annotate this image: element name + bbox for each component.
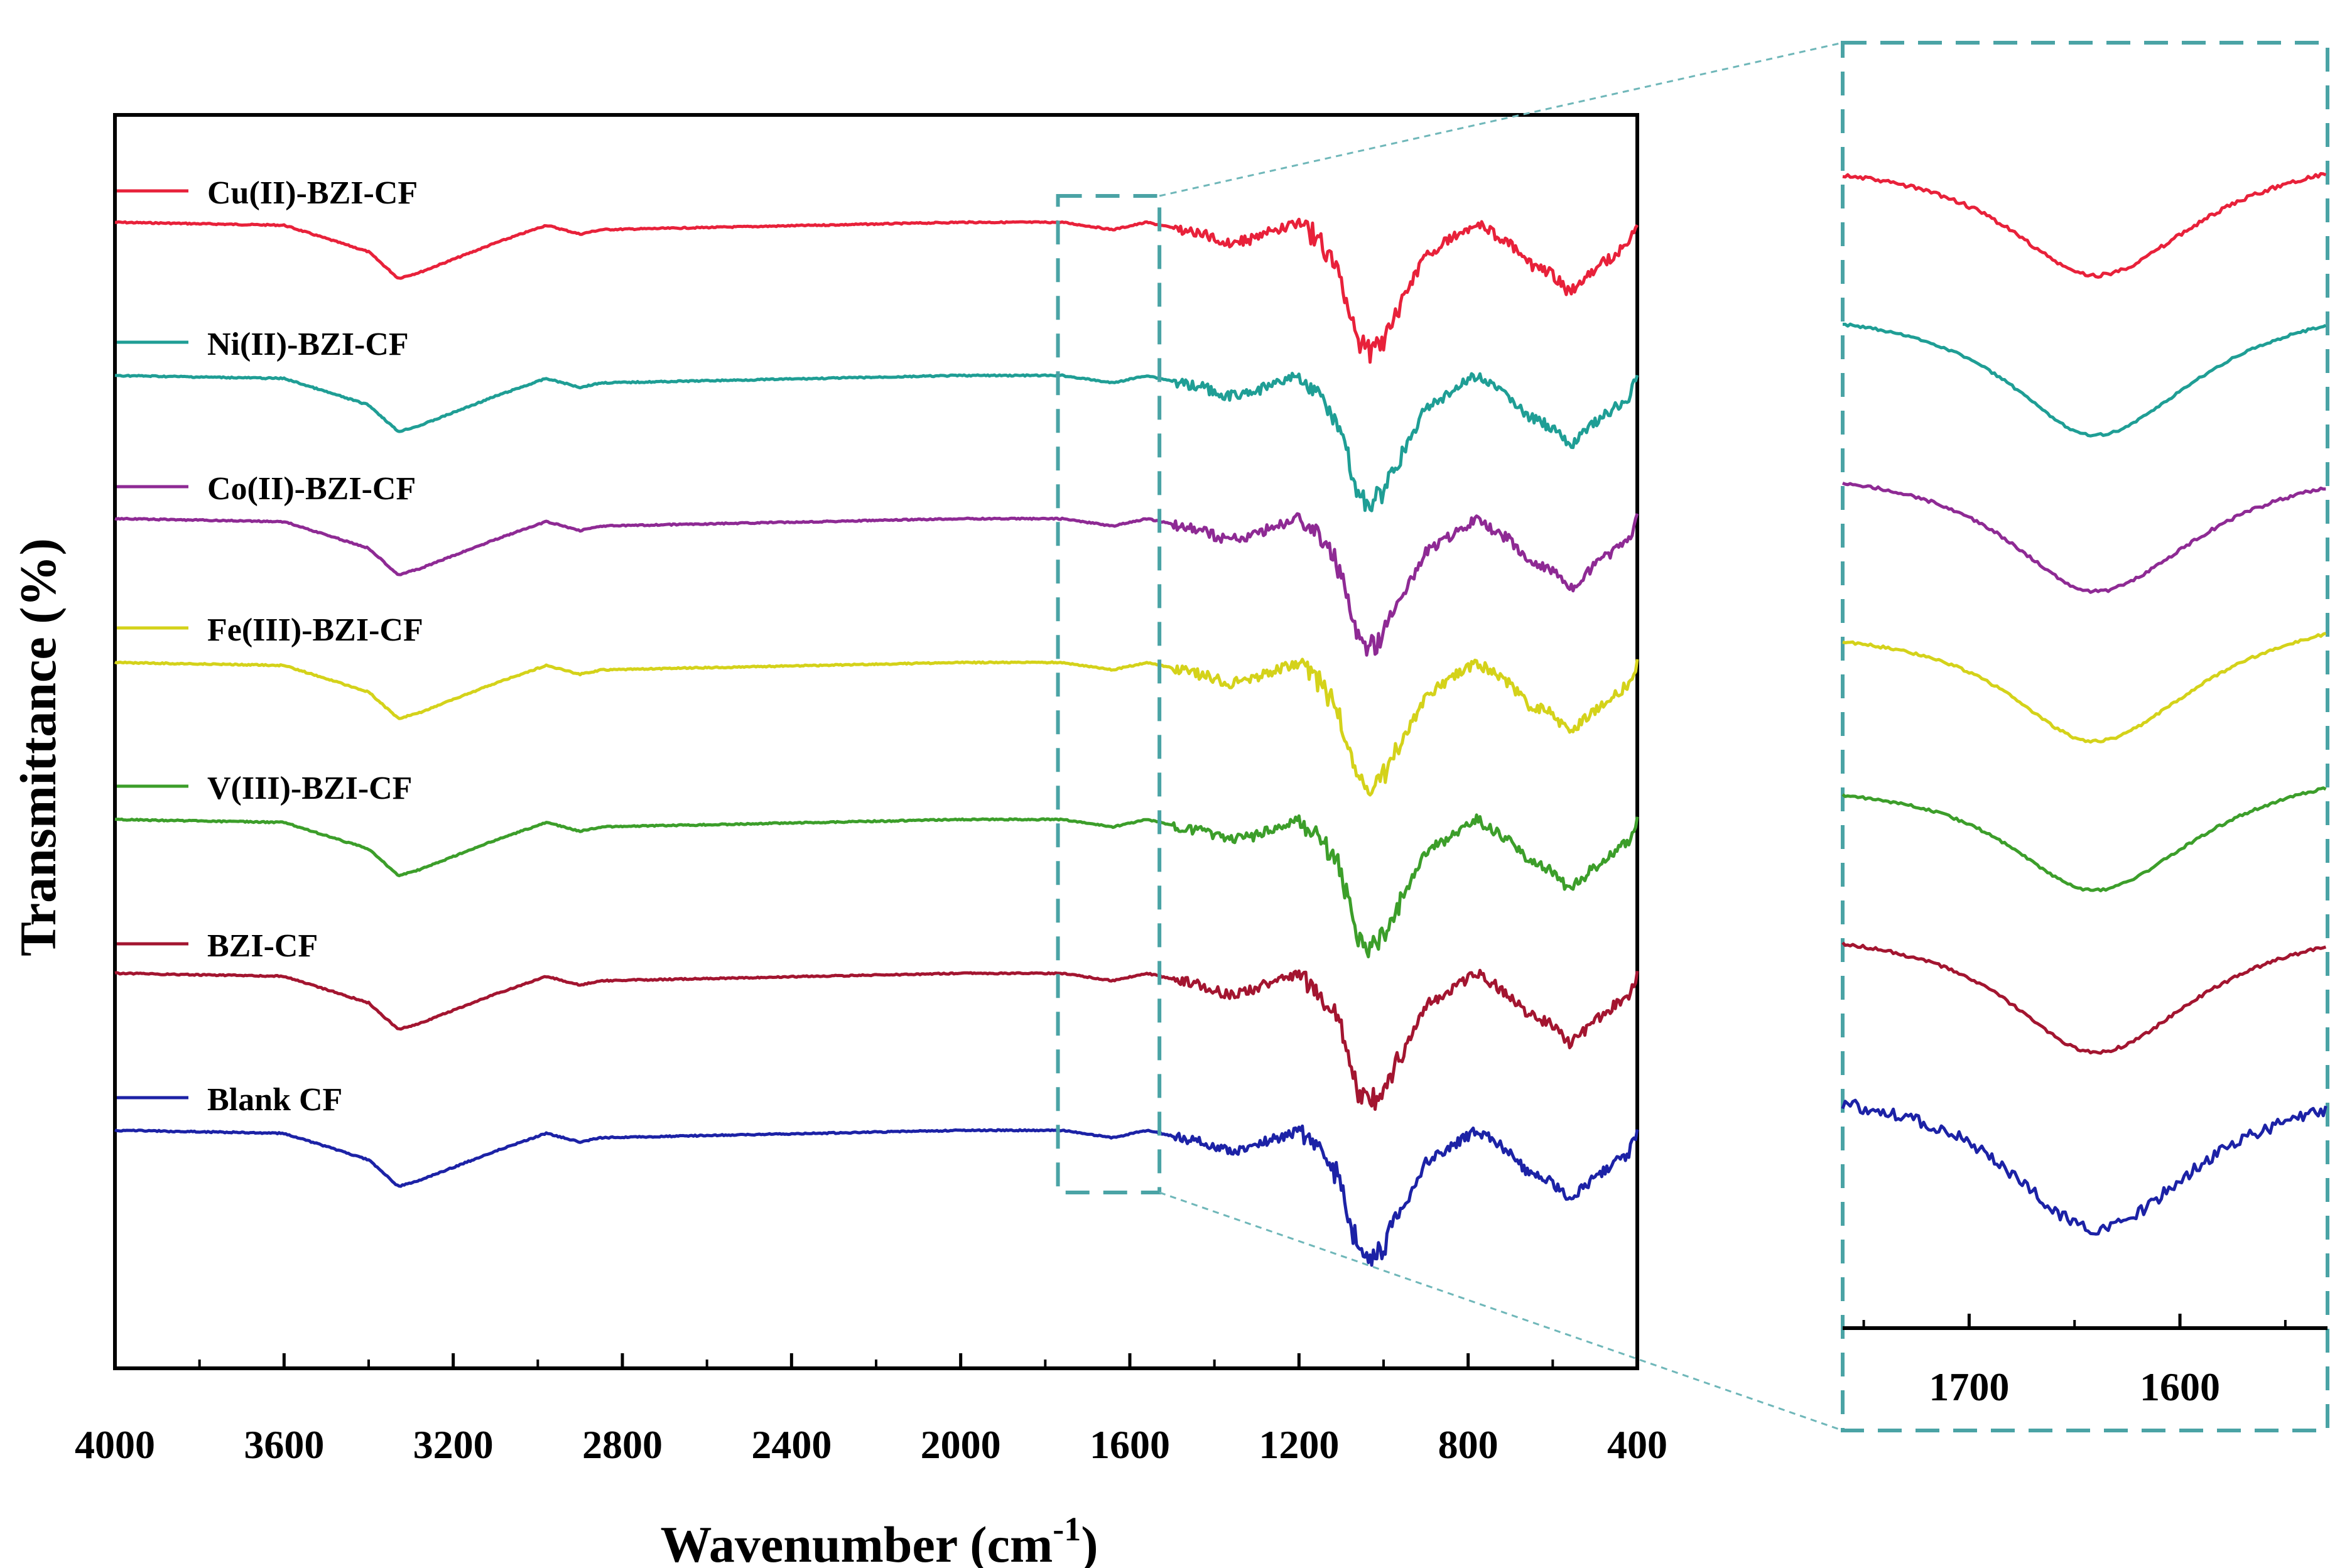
series-line <box>114 813 1639 959</box>
inset-series-line <box>1842 172 2327 279</box>
zoom-connector-bottom <box>1159 1191 1843 1432</box>
legend-label: Blank CF <box>207 1082 342 1118</box>
inset-series-line <box>1841 786 2327 892</box>
series-line <box>114 372 1639 512</box>
main-plot-frame <box>113 113 1639 1370</box>
x-tick-label: 3200 <box>413 1422 494 1467</box>
x-axis-label: Wavenumber (cm-1) <box>660 1510 1098 1568</box>
inset-tick-label: 1700 <box>1929 1365 2009 1409</box>
main-x-ticks: 4000 3600 3200 2800 2400 2000 1600 1200 800 400 <box>75 1353 1667 1467</box>
legend-label: Co(II)-BZI-CF <box>207 471 416 507</box>
inset-series-line <box>1842 481 2326 594</box>
inset-tick-label: 1600 <box>2140 1365 2220 1409</box>
x-tick-label: 2400 <box>751 1422 832 1467</box>
series-line <box>114 512 1639 657</box>
main-legend: Cu(II)-BZI-CF Ni(II)-BZI-CF Co(II)-BZI-CF F… <box>117 175 423 1118</box>
legend-label: BZI-CF <box>207 928 318 964</box>
inset-series-line <box>1842 632 2327 744</box>
x-tick-label: 1600 <box>1090 1422 1170 1467</box>
x-tick-label: 800 <box>1438 1422 1498 1467</box>
inset-series-line <box>1841 1098 2328 1236</box>
inset-x-ticks: 1700 1600 <box>1862 1314 2287 1409</box>
series-line <box>114 657 1639 797</box>
main-series-group <box>114 217 1639 1267</box>
inset-series-group <box>1841 172 2328 1236</box>
series-line <box>114 968 1639 1111</box>
inset-panel-frame <box>1841 41 2329 1432</box>
x-tick-label: 3600 <box>244 1422 324 1467</box>
zoom-connector-top <box>1159 41 1843 197</box>
x-tick-label: 4000 <box>75 1422 155 1467</box>
legend-label: Cu(II)-BZI-CF <box>207 175 418 211</box>
x-tick-label: 2800 <box>582 1422 663 1467</box>
inset-series-line <box>1841 941 2327 1055</box>
x-tick-label: 400 <box>1607 1422 1667 1467</box>
legend-label: Ni(II)-BZI-CF <box>207 327 409 362</box>
inset-series-line <box>1843 322 2327 438</box>
y-axis-label: Transmittance (%) <box>9 538 67 956</box>
series-line <box>114 217 1639 364</box>
zoom-region-box <box>1056 194 1162 1194</box>
x-tick-label: 2000 <box>921 1422 1001 1467</box>
series-line <box>114 1124 1639 1267</box>
legend-label: V(III)-BZI-CF <box>207 770 412 806</box>
x-tick-label: 1200 <box>1259 1422 1339 1467</box>
legend-label: Fe(III)-BZI-CF <box>207 612 423 648</box>
